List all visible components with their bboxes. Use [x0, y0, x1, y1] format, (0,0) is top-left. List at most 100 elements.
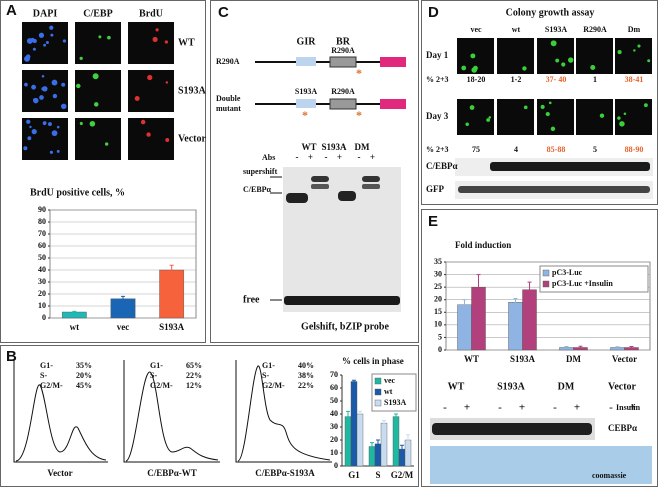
cell — [33, 97, 39, 104]
y-tick-label: 10 — [330, 448, 338, 457]
bar — [350, 381, 358, 467]
bar — [159, 269, 185, 319]
blot-label: C/EBPα — [426, 161, 458, 171]
colony-value: 1 — [593, 75, 597, 84]
cell — [41, 87, 45, 91]
cell — [104, 142, 109, 146]
cell — [43, 43, 47, 47]
cell — [48, 122, 52, 127]
lane-label: Vector — [608, 381, 637, 392]
lane-label: S193A — [321, 142, 347, 152]
cell — [550, 126, 556, 132]
blot-band — [490, 162, 650, 171]
column-header: C/EBP — [83, 8, 112, 19]
phase-percent: 12% — [186, 381, 202, 390]
gel-band — [284, 296, 400, 305]
phase-label: S- — [40, 371, 47, 380]
cell — [555, 58, 560, 63]
cell — [548, 101, 552, 105]
cell-image — [457, 99, 494, 135]
cell — [107, 35, 111, 40]
gel — [283, 167, 401, 312]
cell — [461, 65, 467, 71]
y-tick-label: 10 — [38, 301, 46, 310]
x-tick-label: G2/M — [391, 470, 414, 480]
legend-swatch — [374, 377, 382, 385]
cell — [24, 82, 28, 87]
cell — [92, 73, 99, 80]
cell — [56, 125, 60, 129]
cell — [51, 79, 58, 86]
histogram-curve — [125, 371, 219, 462]
x-tick-label: vec — [117, 322, 130, 332]
sign: + — [464, 402, 470, 414]
site-label: S193A — [295, 87, 317, 96]
x-tick-label: Vector — [612, 354, 637, 364]
colony-value: 37- 40 — [546, 75, 567, 84]
phase-label: G2/M- — [262, 381, 285, 390]
cell — [561, 62, 566, 67]
sign: + — [370, 152, 375, 162]
domain-label: GIR — [297, 36, 317, 47]
legend-label: pC3-Luc — [552, 268, 583, 277]
metric-label: % 2+3 — [426, 75, 449, 84]
y-tick-label: 25 — [434, 282, 442, 291]
y-tick-label: 30 — [38, 277, 46, 286]
cell — [164, 40, 168, 44]
gel-band — [362, 184, 380, 189]
cell — [49, 25, 54, 30]
gel-band — [311, 184, 329, 189]
zip-domain — [380, 99, 406, 109]
cell — [623, 112, 627, 115]
band-arrows — [270, 176, 282, 301]
cell — [93, 102, 99, 107]
cell-image — [576, 99, 613, 135]
cell — [60, 103, 67, 110]
cell — [146, 132, 151, 137]
legend-label: S193A — [384, 398, 406, 407]
phase-label: S- — [150, 371, 157, 380]
x-tick-label: S — [375, 470, 380, 480]
cell — [486, 118, 491, 122]
legend-swatch — [542, 280, 550, 288]
cell — [643, 103, 648, 108]
construct-schematic: * * * — [255, 56, 406, 122]
y-tick-label: 0 — [334, 461, 338, 470]
phase-percent: 65% — [186, 361, 202, 370]
mutation-marker: * — [302, 108, 308, 122]
sign: - — [296, 152, 299, 162]
cell — [32, 47, 36, 51]
sign: + — [337, 152, 342, 162]
gel-band — [311, 176, 329, 182]
colony-value: 38-41 — [625, 75, 644, 84]
cell — [522, 66, 527, 71]
panel-a-frame — [0, 0, 206, 343]
blot-band — [458, 186, 650, 193]
histogram-xlabel: Vector — [47, 468, 72, 478]
colony-value: 18-20 — [467, 75, 486, 84]
br-domain — [329, 98, 357, 110]
legend-swatch — [542, 269, 550, 277]
cell — [165, 81, 169, 84]
site-label: R290A — [331, 46, 355, 55]
cell — [39, 95, 44, 100]
cell — [545, 111, 550, 117]
cell-image — [75, 22, 121, 64]
construct-label: R290A — [216, 57, 240, 66]
error-bar — [169, 264, 174, 276]
y-tick-label: 50 — [330, 396, 338, 405]
cell — [152, 36, 158, 43]
bar — [522, 289, 537, 351]
cell — [540, 104, 545, 109]
gel-band — [338, 191, 356, 201]
phase-percent: 22% — [186, 371, 202, 380]
row-label: WT — [178, 37, 195, 48]
lane-label: DM — [558, 381, 575, 392]
y-tick-label: 50 — [38, 253, 46, 262]
legend-box — [539, 265, 649, 293]
phase-percent: 22% — [298, 381, 314, 390]
day-label: Day 1 — [426, 50, 449, 60]
error-bar — [578, 345, 583, 350]
histogram-xlabel: C/EBPα-S193A — [255, 468, 315, 478]
